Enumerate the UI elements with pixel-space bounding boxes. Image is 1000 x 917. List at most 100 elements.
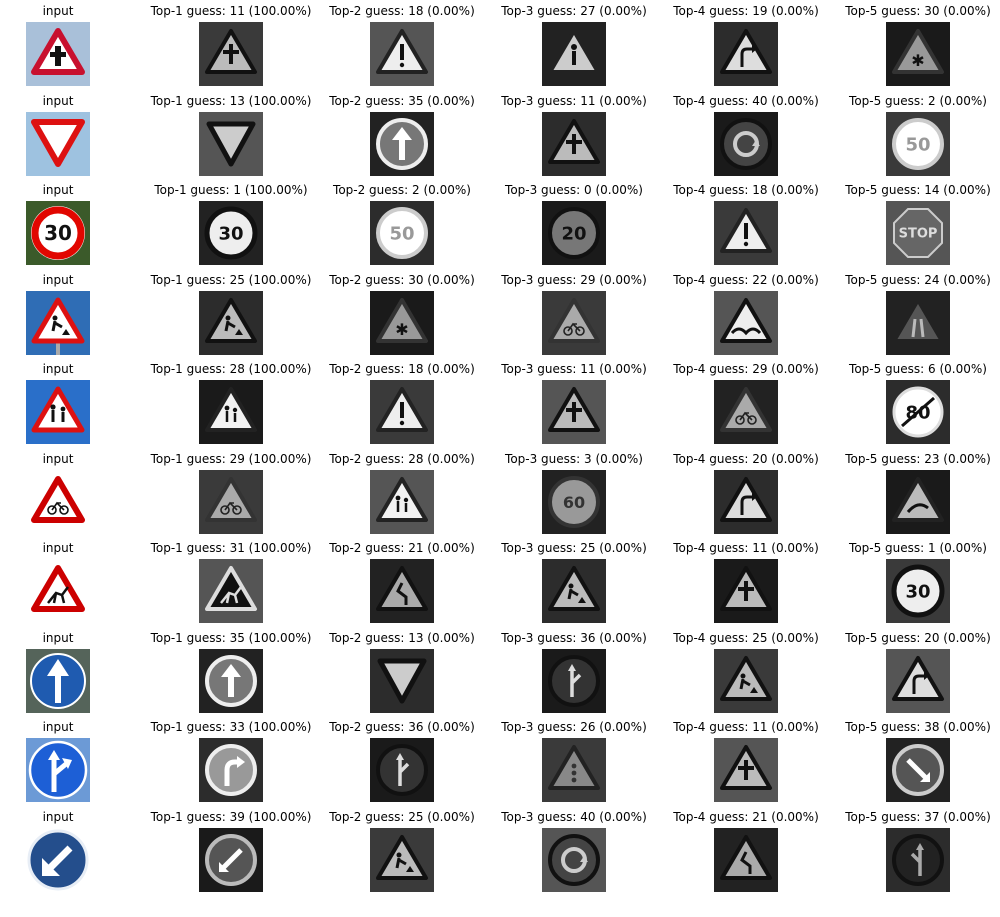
input-sign-image [26, 470, 90, 534]
guess-sign-image [714, 470, 778, 534]
guess-label: Top-3 guess: 26 (0.00%) [488, 720, 660, 735]
input-sign-image [26, 380, 90, 444]
guess-label: Top-2 guess: 2 (0.00%) [316, 183, 488, 198]
guess-cell-top-4: Top-4 guess: 18 (0.00%) [660, 179, 832, 267]
guess-sign-image [542, 738, 606, 802]
guess-sign-image [199, 291, 263, 355]
guess-cell-top-2: Top-2 guess: 18 (0.00%) [316, 358, 488, 446]
guess-cell-top-3: Top-3 guess: 26 (0.00%) [488, 716, 660, 804]
input-cell: input [0, 537, 144, 625]
guess-label: Top-2 guess: 18 (0.00%) [316, 4, 488, 19]
guess-cell-top-1: Top-1 guess: 39 (100.00%) [145, 806, 317, 894]
guess-sign-image [714, 738, 778, 802]
guess-label: Top-3 guess: 27 (0.00%) [488, 4, 660, 19]
guess-label: Top-3 guess: 11 (0.00%) [488, 94, 660, 109]
guess-label: Top-1 guess: 28 (100.00%) [145, 362, 317, 377]
input-cell: input [0, 0, 144, 88]
guess-cell-top-3: Top-3 guess: 3 (0.00%) 60 [488, 448, 660, 536]
guess-sign-image [199, 112, 263, 176]
guess-sign-image [714, 201, 778, 265]
guess-label: Top-5 guess: 6 (0.00%) [832, 362, 1000, 377]
guess-sign-image [542, 291, 606, 355]
guess-cell-top-3: Top-3 guess: 25 (0.00%) [488, 537, 660, 625]
input-label: input [0, 4, 144, 19]
guess-cell-top-2: Top-2 guess: 2 (0.00%) 50 [316, 179, 488, 267]
guess-cell-top-3: Top-3 guess: 27 (0.00%) [488, 0, 660, 88]
guess-sign-image: STOP [886, 201, 950, 265]
guess-cell-top-3: Top-3 guess: 0 (0.00%) 20 [488, 179, 660, 267]
guess-sign-image [370, 380, 434, 444]
svg-text:50: 50 [389, 223, 414, 244]
svg-text:30: 30 [905, 581, 930, 602]
guess-label: Top-1 guess: 39 (100.00%) [145, 810, 317, 825]
guess-sign-image [714, 22, 778, 86]
guess-sign-image [542, 112, 606, 176]
guess-sign-image [542, 559, 606, 623]
guess-sign-image [542, 828, 606, 892]
guess-cell-top-2: Top-2 guess: 25 (0.00%) [316, 806, 488, 894]
input-label: input [0, 452, 144, 467]
guess-cell-top-1: Top-1 guess: 11 (100.00%) [145, 0, 317, 88]
guess-sign-image: ✱ [370, 291, 434, 355]
svg-text:60: 60 [563, 493, 585, 512]
guess-label: Top-1 guess: 13 (100.00%) [145, 94, 317, 109]
guess-label: Top-1 guess: 31 (100.00%) [145, 541, 317, 556]
guess-label: Top-3 guess: 36 (0.00%) [488, 631, 660, 646]
svg-text:✱: ✱ [395, 320, 408, 339]
guess-sign-image [714, 649, 778, 713]
input-label: input [0, 541, 144, 556]
input-cell: input [0, 358, 144, 446]
guess-sign-image: 30 [886, 559, 950, 623]
input-sign-image [26, 112, 90, 176]
input-label: input [0, 631, 144, 646]
guess-sign-image: 80 [886, 380, 950, 444]
input-cell: input [0, 448, 144, 536]
input-cell: input [0, 269, 144, 357]
guess-label: Top-2 guess: 35 (0.00%) [316, 94, 488, 109]
guess-label: Top-3 guess: 0 (0.00%) [488, 183, 660, 198]
guess-cell-top-5: Top-5 guess: 30 (0.00%) ✱ [832, 0, 1000, 88]
input-sign-image [26, 828, 90, 892]
input-label: input [0, 720, 144, 735]
guess-cell-top-2: Top-2 guess: 21 (0.00%) [316, 537, 488, 625]
guess-label: Top-3 guess: 25 (0.00%) [488, 541, 660, 556]
guess-label: Top-4 guess: 18 (0.00%) [660, 183, 832, 198]
guess-cell-top-4: Top-4 guess: 29 (0.00%) [660, 358, 832, 446]
guess-cell-top-1: Top-1 guess: 28 (100.00%) [145, 358, 317, 446]
input-label: input [0, 810, 144, 825]
input-sign-image [26, 291, 90, 355]
guess-sign-image [199, 828, 263, 892]
guess-cell-top-1: Top-1 guess: 33 (100.00%) [145, 716, 317, 804]
input-sign-image [26, 22, 90, 86]
guess-sign-image [542, 649, 606, 713]
guess-cell-top-1: Top-1 guess: 31 (100.00%) [145, 537, 317, 625]
guess-label: Top-2 guess: 28 (0.00%) [316, 452, 488, 467]
guess-cell-top-4: Top-4 guess: 25 (0.00%) [660, 627, 832, 715]
guess-label: Top-4 guess: 19 (0.00%) [660, 4, 832, 19]
input-cell: input [0, 806, 144, 894]
guess-sign-image [886, 291, 950, 355]
guess-label: Top-4 guess: 29 (0.00%) [660, 362, 832, 377]
guess-sign-image [199, 649, 263, 713]
guess-cell-top-4: Top-4 guess: 20 (0.00%) [660, 448, 832, 536]
input-label: input [0, 273, 144, 288]
guess-cell-top-4: Top-4 guess: 22 (0.00%) [660, 269, 832, 357]
guess-label: Top-4 guess: 25 (0.00%) [660, 631, 832, 646]
guess-label: Top-1 guess: 33 (100.00%) [145, 720, 317, 735]
guess-cell-top-5: Top-5 guess: 24 (0.00%) [832, 269, 1000, 357]
guess-sign-image: 50 [886, 112, 950, 176]
guess-label: Top-5 guess: 23 (0.00%) [832, 452, 1000, 467]
guess-label: Top-4 guess: 40 (0.00%) [660, 94, 832, 109]
guess-sign-image [199, 380, 263, 444]
guess-label: Top-5 guess: 24 (0.00%) [832, 273, 1000, 288]
guess-label: Top-1 guess: 25 (100.00%) [145, 273, 317, 288]
guess-cell-top-4: Top-4 guess: 40 (0.00%) [660, 90, 832, 178]
guess-label: Top-3 guess: 40 (0.00%) [488, 810, 660, 825]
guess-label: Top-5 guess: 2 (0.00%) [832, 94, 1000, 109]
guess-label: Top-1 guess: 11 (100.00%) [145, 4, 317, 19]
guess-sign-image [370, 828, 434, 892]
guess-label: Top-2 guess: 13 (0.00%) [316, 631, 488, 646]
guess-label: Top-5 guess: 37 (0.00%) [832, 810, 1000, 825]
guess-sign-image [542, 380, 606, 444]
